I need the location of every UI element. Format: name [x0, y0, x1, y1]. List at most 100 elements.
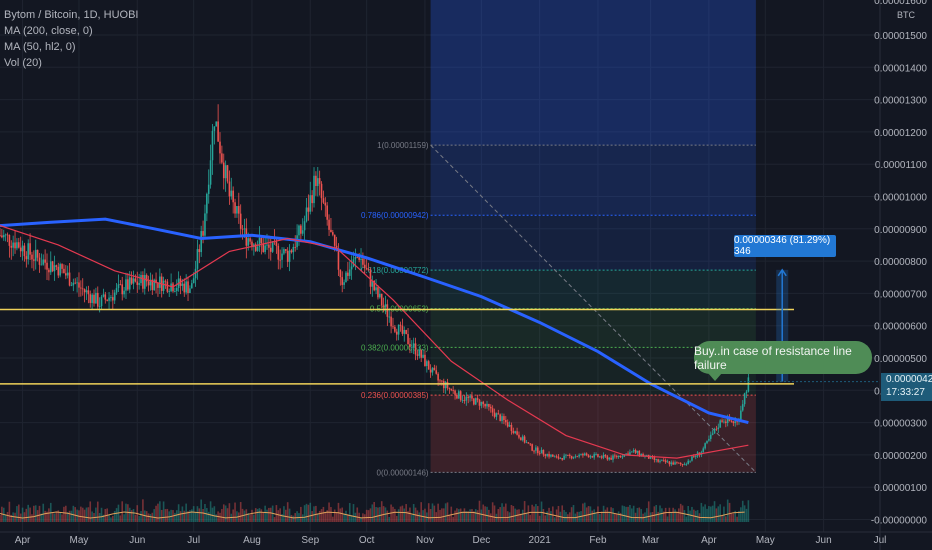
volume-bar — [160, 509, 163, 522]
candle-body — [422, 354, 424, 358]
volume-legend[interactable]: Vol (20) — [4, 57, 42, 69]
time-axis[interactable]: Apr May Jun Jul Aug Sep Oct Nov Dec 2021 Feb Mar Apr… — [0, 531, 932, 546]
candle-body — [638, 450, 641, 456]
candle-body — [300, 225, 302, 234]
candle-body — [320, 183, 323, 199]
candle-body — [303, 221, 306, 231]
volume-bar — [403, 508, 406, 522]
volume-ma-line — [0, 511, 745, 519]
candle-body — [337, 250, 340, 270]
fib-level-label: 0.618(0.00000772) — [361, 266, 429, 275]
candle-body — [576, 456, 579, 458]
volume-bar — [296, 511, 298, 522]
buy-callout[interactable]: Buy..in case of resistance line failure — [694, 341, 872, 381]
candle-body — [662, 460, 665, 462]
candle-body — [552, 454, 554, 457]
candle-body — [66, 272, 69, 276]
candle-body — [264, 245, 266, 252]
price-axis[interactable]: 0.00001500 0.00001400 0.00001300 0.00001200… — [871, 0, 928, 550]
volume-bar — [678, 508, 680, 522]
candle-body — [476, 398, 479, 400]
volume-bar — [273, 517, 276, 522]
candle-body — [243, 228, 246, 230]
candle-body — [676, 462, 678, 464]
volume-bar — [307, 504, 310, 522]
candle-body — [65, 273, 67, 276]
volume-bar — [166, 508, 169, 522]
candle-body — [456, 394, 458, 399]
candle-body — [332, 232, 334, 235]
candle-body — [587, 455, 590, 458]
candle-body — [89, 294, 92, 303]
symbol-legend[interactable]: Bytom / Bitcoin, 1D, HUOBI — [4, 9, 139, 21]
candle-body — [36, 249, 39, 258]
candle-body — [59, 264, 61, 276]
candle-body — [241, 228, 244, 230]
volume-bar — [283, 506, 285, 522]
candle-body — [277, 245, 280, 260]
volume-bar — [313, 506, 315, 522]
candle-body — [597, 454, 599, 457]
volume-bar — [221, 509, 223, 522]
candle-body — [189, 288, 191, 294]
candle-body — [6, 234, 9, 236]
candle-body — [614, 455, 616, 457]
candle-body — [363, 264, 366, 268]
candle-body — [125, 279, 127, 291]
candle-body — [49, 261, 52, 273]
volume-bar — [614, 513, 616, 522]
volume-bar — [38, 505, 41, 522]
candle-body — [269, 247, 272, 252]
candle-body — [213, 126, 216, 131]
candle-body — [155, 279, 157, 284]
candle-body — [21, 245, 24, 252]
y-tick-label: 0.00001200 — [874, 128, 927, 139]
volume-bar — [410, 514, 413, 522]
volume-bar — [461, 511, 464, 522]
x-tick-label: Jul — [187, 535, 200, 546]
volume-bar — [369, 508, 372, 522]
volume-bar — [350, 515, 353, 522]
fib-zone — [430, 270, 756, 309]
candle-body — [311, 195, 313, 204]
candle-body — [448, 388, 451, 390]
volume-bar — [59, 512, 61, 522]
volume-bar — [181, 506, 184, 522]
candle-body — [642, 454, 644, 457]
volume-bar — [480, 509, 483, 522]
volume-bar — [563, 510, 565, 522]
candle-body — [740, 410, 742, 420]
ma200-legend[interactable]: MA (200, close, 0) — [4, 25, 93, 37]
x-tick-label: Jun — [129, 535, 145, 546]
candle-body — [200, 231, 202, 253]
candle-body — [219, 141, 221, 154]
volume-bar — [318, 510, 321, 522]
candle-body — [117, 284, 120, 289]
candle-body — [149, 279, 152, 286]
ma50-legend[interactable]: MA (50, hl2, 0) — [4, 41, 76, 53]
volume-bar — [536, 506, 539, 522]
volume-bar — [713, 501, 716, 522]
candle-body — [238, 206, 240, 214]
candle-body — [23, 245, 26, 257]
volume-bar — [268, 507, 270, 522]
candle-body — [55, 265, 58, 267]
volume-bar — [520, 513, 522, 522]
candle-body — [341, 277, 344, 285]
indicator-legend: Bytom / Bitcoin, 1D, HUOBI MA (200, clos… — [4, 7, 138, 71]
volume-bar — [16, 506, 18, 522]
volume-bar — [409, 507, 411, 522]
candle-body — [343, 282, 345, 285]
volume-bar — [651, 511, 654, 522]
volume-bars — [0, 499, 750, 522]
volume-bar — [672, 507, 674, 522]
candle-body — [525, 442, 528, 444]
volume-bar — [155, 505, 157, 522]
candle-body — [529, 443, 532, 445]
volume-bar — [102, 514, 105, 522]
volume-bar — [608, 511, 611, 522]
volume-bar — [702, 506, 705, 522]
candle-body — [538, 453, 541, 454]
volume-bar — [691, 506, 693, 522]
